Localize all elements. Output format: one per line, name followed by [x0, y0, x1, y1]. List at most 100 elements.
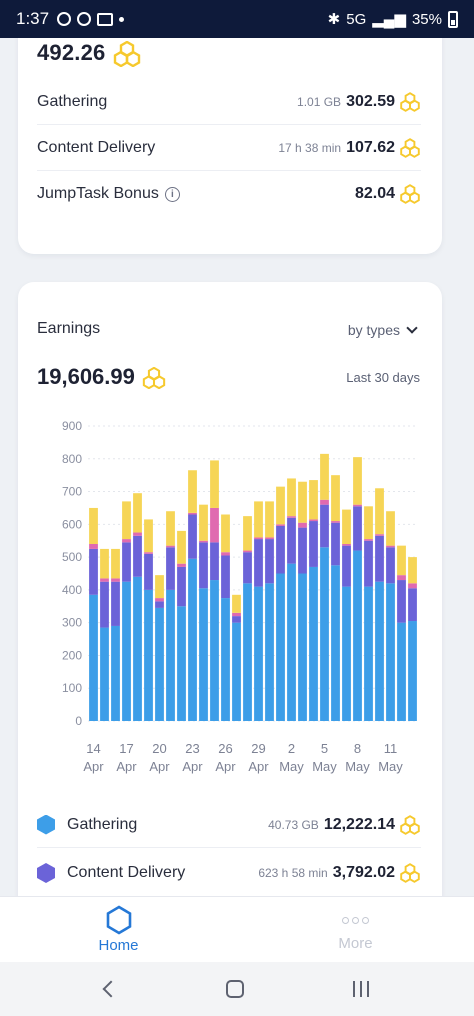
bar-segment [331, 521, 340, 523]
bar-segment [287, 563, 296, 721]
bar-segment [276, 524, 285, 526]
bar-segment [166, 589, 175, 721]
bar-segment [188, 512, 197, 515]
bar-segment [166, 547, 175, 590]
bar-segment [133, 576, 142, 721]
bar-segment [353, 504, 362, 507]
bar-segment [353, 457, 362, 505]
home-button-icon[interactable] [225, 980, 244, 998]
bar-segment [298, 573, 307, 721]
recent-apps-icon[interactable] [353, 981, 370, 997]
bar-segment [243, 552, 252, 584]
bar-segment [397, 575, 406, 581]
bar-segment [166, 511, 175, 546]
content-scroll[interactable]: 492.26 Gathering 1.01 GB 302.59 Content … [0, 38, 474, 896]
bar-segment [331, 565, 340, 721]
summary-row-content-delivery[interactable]: Content Delivery 17 h 38 min 107.62 [37, 125, 421, 171]
bar-segment [155, 601, 164, 608]
bar-segment [210, 507, 219, 543]
bar-segment [298, 522, 307, 528]
bar-segment [320, 499, 329, 505]
bar-segment [144, 519, 153, 553]
legend-row-content-delivery[interactable]: Content Delivery 623 h 58 min 3,792.02 [37, 850, 421, 896]
bar-segment [408, 588, 417, 622]
x-tick-day: 11 [384, 741, 398, 756]
bar-segment [89, 594, 98, 721]
system-nav-bar [0, 962, 474, 1016]
bar-segment [100, 578, 109, 582]
bar-segment [122, 581, 131, 721]
bar-segment [100, 581, 109, 628]
bar-segment [309, 480, 318, 520]
dollar-icon [77, 12, 92, 26]
honeycomb-icon [400, 137, 420, 158]
row-label: Content Delivery [37, 138, 156, 156]
bar-segment [243, 550, 252, 553]
bar-segment [100, 548, 109, 579]
card-icon [97, 12, 114, 26]
bar-segment [254, 586, 263, 721]
bar-segment [408, 583, 417, 589]
nav-home[interactable]: Home [0, 897, 237, 962]
honeycomb-icon [142, 367, 166, 390]
y-tick-label: 0 [75, 714, 82, 728]
x-tick-month: May [378, 759, 403, 774]
honeycomb-icon [400, 814, 420, 835]
bar-segment [111, 578, 120, 582]
honeycomb-icon [400, 184, 420, 204]
back-icon[interactable] [102, 980, 120, 998]
bar-segment [320, 504, 329, 548]
row-label: JumpTask Bonus [37, 185, 159, 202]
info-icon[interactable]: i [164, 186, 180, 202]
bar-segment [276, 525, 285, 574]
bar-segment [133, 532, 142, 536]
x-tick-day: 29 [251, 741, 265, 756]
bar-segment [342, 544, 351, 546]
legend-value: 3,792.02 [332, 864, 395, 881]
bar-segment [331, 475, 340, 522]
bar-segment [342, 545, 351, 587]
bar-segment [89, 507, 98, 544]
bar-segment [397, 545, 406, 576]
x-tick-month: Apr [149, 759, 170, 774]
bar-segment [133, 535, 142, 577]
bar-segment [254, 537, 263, 540]
bar-segment [276, 486, 285, 525]
bluetooth-icon: ✱ [327, 11, 341, 28]
x-tick-month: Apr [116, 759, 137, 774]
y-tick-label: 800 [62, 452, 82, 466]
bar-segment [144, 552, 153, 554]
earnings-total: 19,606.99 [37, 364, 167, 390]
bar-segment [331, 522, 340, 566]
earnings-chart[interactable]: 0 100 200 300 400 500 600 700 800 900 14 Apr 17 Apr 20… [48, 416, 426, 776]
legend-label: Gathering [67, 815, 138, 833]
earnings-total-value: 19,606.99 [37, 364, 135, 389]
summary-row-gathering[interactable]: Gathering 1.01 GB 302.59 [37, 79, 421, 125]
y-tick-label: 100 [62, 681, 82, 695]
bar-segment [221, 552, 230, 556]
bottom-nav: Home More [0, 896, 474, 962]
x-tick-month: May [312, 759, 337, 774]
bar-segment [342, 586, 351, 721]
row-value: 107.62 [346, 138, 395, 156]
bar-segment [375, 581, 384, 721]
y-tick-label: 900 [62, 419, 82, 433]
bar-segment [155, 598, 164, 602]
bar-segment [166, 545, 175, 548]
legend-row-gathering[interactable]: Gathering 40.73 GB 12,222.14 [37, 802, 421, 848]
bar-segment [386, 545, 395, 548]
bar-segment [276, 573, 285, 721]
network-type: 5G [346, 10, 367, 28]
bar-segment [342, 509, 351, 544]
bar-segment [155, 607, 164, 721]
summary-row-jumptask-bonus[interactable]: JumpTask Bonus i 82.04 [37, 171, 421, 217]
bar-segment [177, 530, 186, 564]
battery-percent: 35% [411, 10, 442, 28]
by-types-dropdown[interactable]: by types [348, 322, 418, 338]
legend-meta: 40.73 GB [268, 817, 319, 832]
x-tick-day: 26 [218, 741, 232, 756]
bar-segment [221, 514, 230, 553]
legend-value: 12,222.14 [323, 815, 395, 833]
bar-segment [111, 581, 120, 626]
nav-more[interactable]: More [237, 897, 474, 962]
